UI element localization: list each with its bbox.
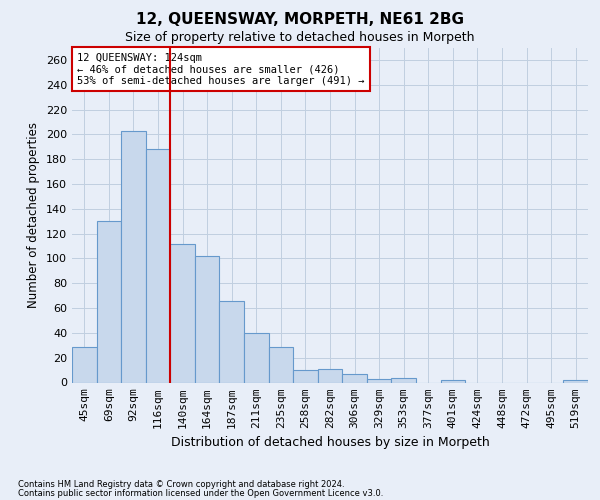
Text: Contains public sector information licensed under the Open Government Licence v3: Contains public sector information licen… [18,490,383,498]
Text: Contains HM Land Registry data © Crown copyright and database right 2024.: Contains HM Land Registry data © Crown c… [18,480,344,489]
Bar [72,346,97,382]
X-axis label: Distribution of detached houses by size in Morpeth: Distribution of detached houses by size … [170,436,490,449]
Text: 12 QUEENSWAY: 124sqm
← 46% of detached houses are smaller (426)
53% of semi-deta: 12 QUEENSWAY: 124sqm ← 46% of detached h… [77,52,365,86]
Bar [269,346,293,382]
Bar [293,370,318,382]
Bar [367,379,391,382]
Bar [244,333,269,382]
Text: 12, QUEENSWAY, MORPETH, NE61 2BG: 12, QUEENSWAY, MORPETH, NE61 2BG [136,12,464,28]
Bar [220,300,244,382]
Bar [170,244,195,382]
Bar [342,374,367,382]
Text: Size of property relative to detached houses in Morpeth: Size of property relative to detached ho… [125,31,475,44]
Bar [97,221,121,382]
Bar [121,130,146,382]
Bar [440,380,465,382]
Bar [563,380,588,382]
Y-axis label: Number of detached properties: Number of detached properties [28,122,40,308]
Bar [195,256,220,382]
Bar [318,369,342,382]
Bar [391,378,416,382]
Bar [146,149,170,382]
